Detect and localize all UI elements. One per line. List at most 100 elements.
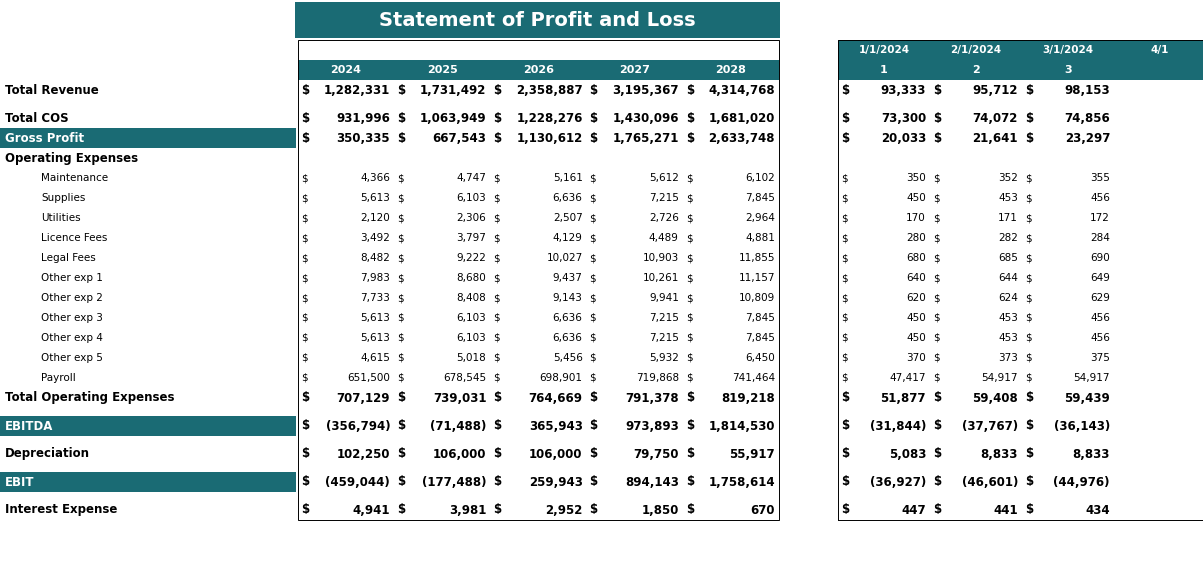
Text: 7,845: 7,845 — [745, 313, 775, 323]
Text: 5,456: 5,456 — [552, 353, 582, 363]
Text: $: $ — [589, 193, 597, 203]
Bar — [0, 416, 296, 436]
Text: 2,507: 2,507 — [553, 213, 582, 223]
Text: $: $ — [301, 273, 308, 283]
Text: $: $ — [686, 253, 693, 263]
Text: 1,430,096: 1,430,096 — [612, 112, 678, 125]
Text: $: $ — [493, 448, 502, 461]
Text: $: $ — [1025, 293, 1032, 303]
Text: (459,044): (459,044) — [326, 476, 390, 489]
Text: 2: 2 — [972, 65, 980, 75]
Text: Legal Fees: Legal Fees — [41, 253, 96, 263]
Text: $: $ — [686, 333, 693, 343]
Text: $: $ — [686, 213, 693, 223]
Text: $: $ — [493, 504, 502, 517]
Text: 1,282,331: 1,282,331 — [324, 84, 390, 96]
Text: $: $ — [686, 373, 693, 383]
Text: 9,437: 9,437 — [552, 273, 582, 283]
Text: 10,261: 10,261 — [642, 273, 678, 283]
Text: 3,492: 3,492 — [361, 233, 390, 243]
Text: 9,222: 9,222 — [456, 253, 486, 263]
Text: 1,765,271: 1,765,271 — [612, 131, 678, 145]
Text: $: $ — [589, 448, 598, 461]
Text: $: $ — [301, 193, 308, 203]
Text: $: $ — [934, 420, 941, 433]
Text: $: $ — [1025, 273, 1032, 283]
Text: (46,601): (46,601) — [961, 476, 1018, 489]
Text: 95,712: 95,712 — [972, 84, 1018, 96]
Text: 74,856: 74,856 — [1065, 112, 1110, 125]
Text: $: $ — [1025, 504, 1033, 517]
Text: Total Revenue: Total Revenue — [5, 84, 99, 96]
Text: 5,932: 5,932 — [648, 353, 678, 363]
Text: 698,901: 698,901 — [540, 373, 582, 383]
Text: $: $ — [841, 333, 848, 343]
Text: $: $ — [493, 193, 500, 203]
Text: $: $ — [397, 476, 405, 489]
Text: Other exp 3: Other exp 3 — [41, 313, 103, 323]
Text: $: $ — [1025, 213, 1032, 223]
Text: $: $ — [934, 131, 941, 145]
Text: $: $ — [493, 476, 502, 489]
Text: 2,952: 2,952 — [545, 504, 582, 517]
Text: 355: 355 — [1090, 173, 1110, 183]
Text: 453: 453 — [998, 193, 1018, 203]
Text: 7,983: 7,983 — [361, 273, 390, 283]
Text: 47,417: 47,417 — [889, 373, 926, 383]
Text: $: $ — [301, 293, 308, 303]
Text: 21,641: 21,641 — [972, 131, 1018, 145]
Text: Interest Expense: Interest Expense — [5, 504, 118, 517]
Bar — [838, 40, 1203, 520]
Text: 3,981: 3,981 — [449, 504, 486, 517]
Text: Other exp 1: Other exp 1 — [41, 273, 103, 283]
Text: 6,636: 6,636 — [552, 193, 582, 203]
Text: $: $ — [493, 131, 502, 145]
Text: (36,143): (36,143) — [1054, 420, 1110, 433]
Bar — [298, 40, 780, 520]
Text: $: $ — [841, 213, 848, 223]
Text: $: $ — [301, 233, 308, 243]
Text: $: $ — [589, 333, 597, 343]
Text: $: $ — [301, 213, 308, 223]
Text: $: $ — [589, 293, 597, 303]
Text: 690: 690 — [1090, 253, 1110, 263]
Text: 447: 447 — [901, 504, 926, 517]
Text: 434: 434 — [1085, 504, 1110, 517]
Text: 973,893: 973,893 — [626, 420, 678, 433]
Text: 5,083: 5,083 — [889, 448, 926, 461]
Text: 450: 450 — [906, 193, 926, 203]
Text: $: $ — [686, 233, 693, 243]
Text: $: $ — [397, 233, 404, 243]
Text: 2024: 2024 — [331, 65, 362, 75]
Text: $: $ — [397, 373, 404, 383]
Text: $: $ — [493, 313, 500, 323]
Text: $: $ — [397, 504, 405, 517]
Text: 5,018: 5,018 — [457, 353, 486, 363]
Text: 2026: 2026 — [523, 65, 555, 75]
Text: 23,297: 23,297 — [1065, 131, 1110, 145]
Text: 9,143: 9,143 — [552, 293, 582, 303]
Text: 350: 350 — [906, 173, 926, 183]
Text: 640: 640 — [906, 273, 926, 283]
Text: $: $ — [686, 504, 694, 517]
Text: $: $ — [301, 373, 308, 383]
Text: $: $ — [686, 353, 693, 363]
Text: 98,153: 98,153 — [1065, 84, 1110, 96]
Text: $: $ — [1025, 373, 1032, 383]
Text: 171: 171 — [998, 213, 1018, 223]
Text: $: $ — [589, 173, 597, 183]
Text: $: $ — [301, 353, 308, 363]
Text: $: $ — [686, 420, 694, 433]
Text: (71,488): (71,488) — [429, 420, 486, 433]
Text: 2,306: 2,306 — [457, 213, 486, 223]
Text: $: $ — [1025, 253, 1032, 263]
Text: 7,215: 7,215 — [648, 313, 678, 323]
Text: 1,850: 1,850 — [641, 504, 678, 517]
Text: $: $ — [493, 293, 500, 303]
Text: 450: 450 — [906, 313, 926, 323]
Text: $: $ — [493, 173, 500, 183]
Text: $: $ — [686, 476, 694, 489]
Text: $: $ — [1025, 84, 1033, 96]
Text: 79,750: 79,750 — [633, 448, 678, 461]
Text: $: $ — [301, 173, 308, 183]
